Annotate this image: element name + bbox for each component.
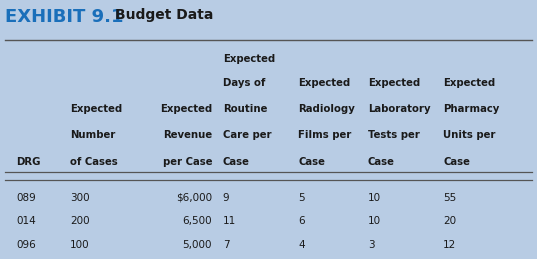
Text: of Cases: of Cases bbox=[70, 157, 118, 167]
Text: 9: 9 bbox=[223, 193, 229, 203]
Text: Number: Number bbox=[70, 130, 115, 140]
Text: Expected: Expected bbox=[160, 104, 212, 114]
Text: 20: 20 bbox=[443, 216, 456, 226]
Text: Expected: Expected bbox=[223, 54, 275, 64]
Text: 5: 5 bbox=[298, 193, 304, 203]
Text: 100: 100 bbox=[70, 240, 90, 250]
Text: Expected: Expected bbox=[443, 78, 495, 88]
Text: Expected: Expected bbox=[70, 104, 122, 114]
Text: Films per: Films per bbox=[298, 130, 351, 140]
Text: Tests per: Tests per bbox=[368, 130, 420, 140]
Text: DRG: DRG bbox=[16, 157, 41, 167]
Text: 11: 11 bbox=[223, 216, 236, 226]
Text: 300: 300 bbox=[70, 193, 90, 203]
Text: Pharmacy: Pharmacy bbox=[443, 104, 499, 114]
Text: Case: Case bbox=[443, 157, 470, 167]
Text: Expected: Expected bbox=[368, 78, 420, 88]
Text: 4: 4 bbox=[298, 240, 304, 250]
Text: Expected: Expected bbox=[298, 78, 350, 88]
Text: Laboratory: Laboratory bbox=[368, 104, 431, 114]
Text: Case: Case bbox=[368, 157, 395, 167]
Text: Units per: Units per bbox=[443, 130, 496, 140]
Text: 089: 089 bbox=[16, 193, 36, 203]
Text: 7: 7 bbox=[223, 240, 229, 250]
Text: Case: Case bbox=[223, 157, 250, 167]
Text: Routine: Routine bbox=[223, 104, 267, 114]
Text: Case: Case bbox=[298, 157, 325, 167]
Text: 6: 6 bbox=[298, 216, 304, 226]
Text: Care per: Care per bbox=[223, 130, 272, 140]
Text: 014: 014 bbox=[16, 216, 36, 226]
Text: per Case: per Case bbox=[163, 157, 212, 167]
Text: 3: 3 bbox=[368, 240, 374, 250]
Text: 12: 12 bbox=[443, 240, 456, 250]
Text: 55: 55 bbox=[443, 193, 456, 203]
Text: 5,000: 5,000 bbox=[183, 240, 212, 250]
Text: Revenue: Revenue bbox=[163, 130, 212, 140]
Text: Radiology: Radiology bbox=[298, 104, 355, 114]
Text: $6,000: $6,000 bbox=[176, 193, 212, 203]
Text: 096: 096 bbox=[16, 240, 36, 250]
Text: 200: 200 bbox=[70, 216, 90, 226]
Text: 10: 10 bbox=[368, 193, 381, 203]
Text: 10: 10 bbox=[368, 216, 381, 226]
Text: EXHIBIT 9.1: EXHIBIT 9.1 bbox=[5, 8, 124, 26]
Text: Days of: Days of bbox=[223, 78, 265, 88]
Text: 6,500: 6,500 bbox=[183, 216, 212, 226]
Text: Budget Data: Budget Data bbox=[115, 8, 214, 22]
